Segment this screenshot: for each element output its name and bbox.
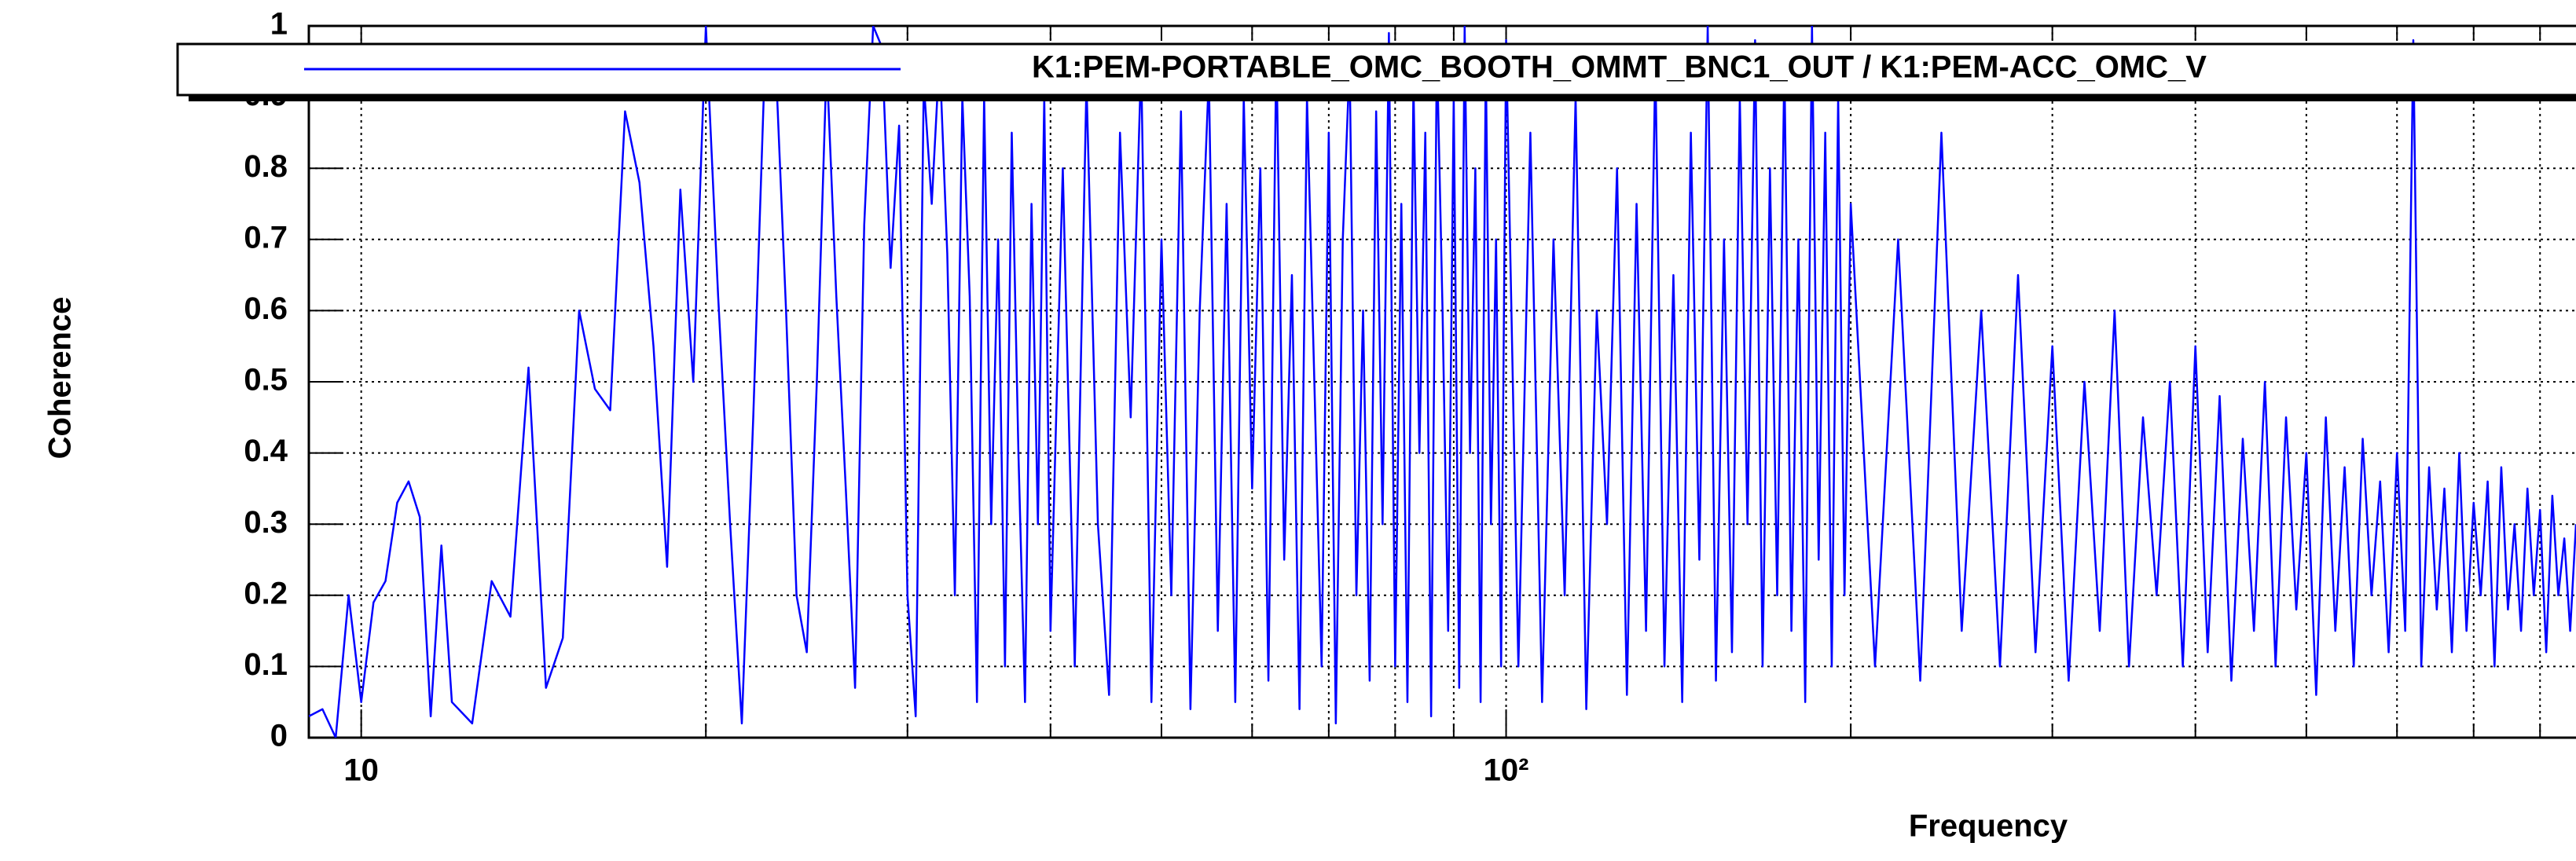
y-tick-label: 0.3 [244, 505, 288, 540]
y-tick-label: 0.6 [244, 291, 288, 326]
y-tick-label: 0.1 [244, 647, 288, 682]
y-tick-label: 0.8 [244, 149, 288, 184]
y-tick-label: 0 [270, 719, 288, 753]
y-tick-label: 0.7 [244, 220, 288, 255]
x-tick-label: 10 [343, 753, 379, 788]
y-tick-label: 0.4 [244, 434, 288, 468]
y-tick-label: 0.5 [244, 363, 288, 398]
x-tick-label: 10² [1484, 753, 1529, 788]
y-tick-label: 1 [270, 7, 288, 42]
legend-label: K1:PEM-PORTABLE_OMC_BOOTH_OMMT_BNC1_OUT … [1032, 50, 2207, 85]
legend: K1:PEM-PORTABLE_OMC_BOOTH_OMMT_BNC1_OUT … [176, 42, 2576, 101]
y-axis-title: Coherence [43, 297, 78, 460]
y-tick-label: 0.2 [244, 576, 288, 610]
x-axis-title: Frequency [1909, 809, 2068, 844]
